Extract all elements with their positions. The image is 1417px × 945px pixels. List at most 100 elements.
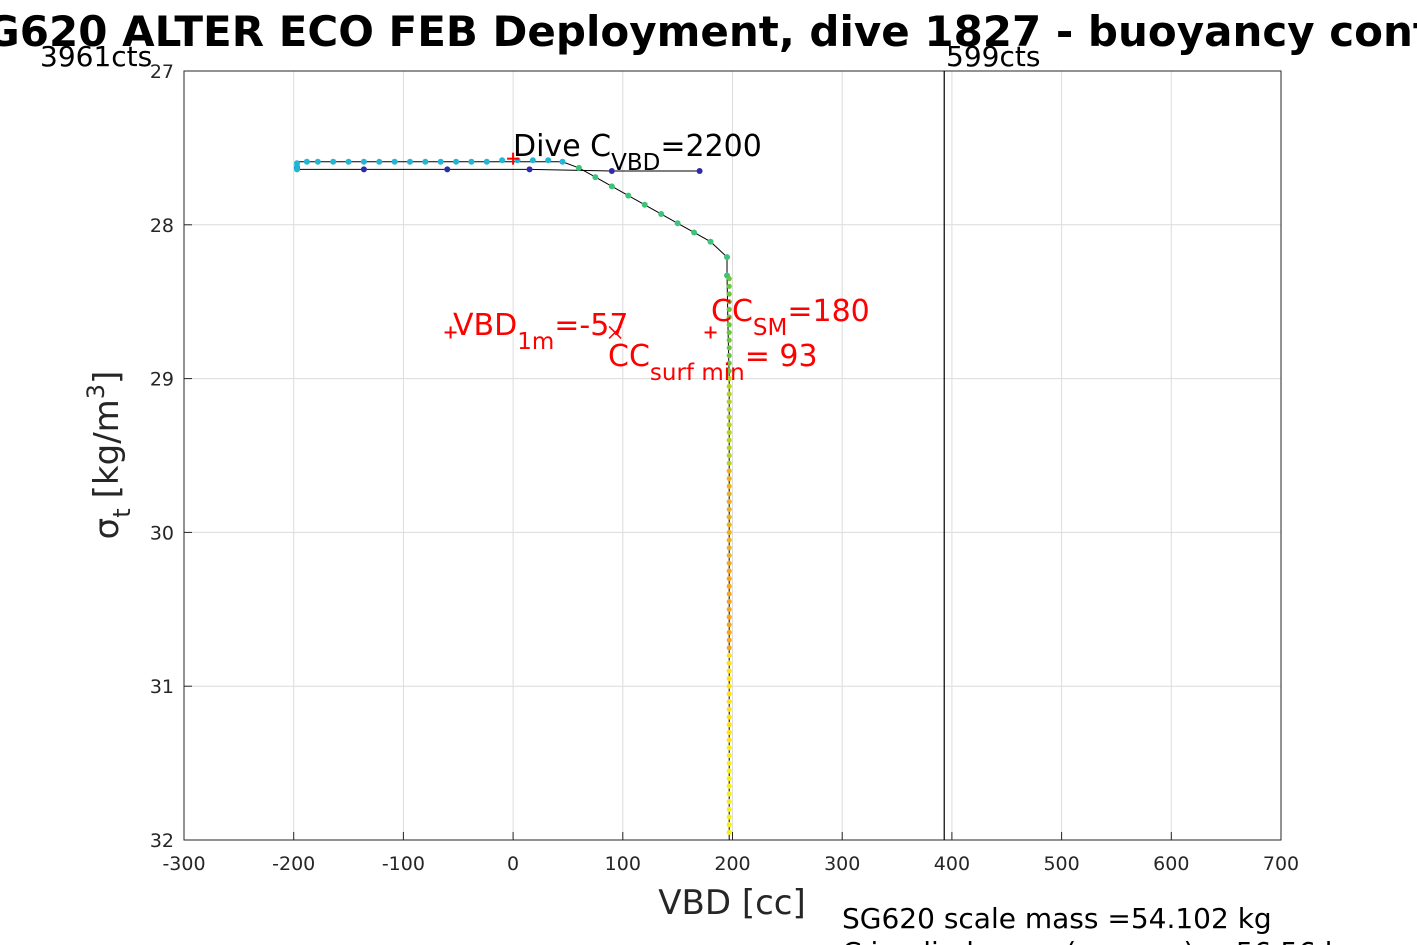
dive-point [330, 158, 337, 165]
dive-point [726, 329, 732, 336]
dive-point [726, 483, 732, 489]
climb-trace-line [296, 168, 700, 172]
dive-point [345, 158, 352, 165]
dive-point [726, 560, 732, 566]
y-axis-label-sup: 3 [82, 384, 110, 399]
dive-point [726, 714, 732, 720]
y-tick-label: 27 [150, 61, 174, 83]
x-tick-label: 200 [714, 853, 750, 875]
dive-point [726, 422, 732, 428]
dive-point [726, 468, 732, 474]
climb-point [526, 166, 533, 173]
x-tick-label: 300 [824, 853, 860, 875]
dive-point [726, 391, 732, 397]
dive-point [726, 698, 732, 705]
dive-point [545, 157, 552, 164]
dive-point [726, 299, 732, 305]
x-tick-label: -200 [272, 853, 315, 875]
x-tick-label: 100 [605, 853, 641, 875]
y-tick-label: 28 [150, 215, 174, 237]
dive-point [483, 158, 490, 165]
dive-point [726, 652, 732, 659]
y-axis-label-close: ] [87, 371, 127, 384]
dive-point [726, 452, 732, 459]
climb-point [608, 167, 615, 174]
y-tick-label: 31 [150, 676, 174, 698]
dive-point [726, 552, 732, 559]
dive-point [726, 614, 732, 620]
dive-point [360, 158, 367, 165]
dive-point [726, 460, 732, 466]
footer-line-1: SG620 scale mass =54.102 kg [842, 902, 1272, 935]
x-tick-label: 700 [1263, 853, 1299, 875]
dive-point [726, 675, 732, 682]
y-axis-label-unit: [kg/m [87, 399, 127, 498]
dive-point [575, 164, 582, 171]
chart-title: SG620 ALTER ECO FEB Deployment, dive 182… [0, 7, 1417, 56]
dive-point [726, 752, 732, 759]
dive-point [726, 475, 732, 482]
dive-point [726, 537, 732, 543]
dive-point [726, 737, 732, 743]
y-axis-label: σt [kg/m3] [82, 371, 136, 540]
climb-point [360, 166, 367, 173]
dive-point [726, 545, 732, 551]
dive-point [726, 591, 732, 597]
dive-point [422, 158, 429, 165]
dive-point [726, 529, 732, 536]
dive-point [726, 437, 732, 443]
dive-point [726, 322, 732, 328]
dive-point [726, 383, 732, 389]
dive-point [559, 158, 566, 165]
climb-point [444, 166, 451, 173]
svg-text:σt[kg/m3]: σt [kg/m3] [82, 371, 136, 540]
annotation-dive-cvbd: Dive CVBD=2200 [513, 129, 762, 176]
x-axis-label: VBD [cc] [658, 883, 806, 923]
x-tick-label: -300 [162, 853, 205, 875]
dive-point [726, 306, 732, 312]
dive-point [726, 822, 732, 828]
dive-point [726, 352, 732, 359]
dive-point [608, 183, 615, 190]
dive-point [726, 760, 732, 766]
data-layer [293, 71, 945, 840]
annotation-cc-surf-min: CCsurf min= 93 [608, 339, 818, 386]
dive-point [691, 229, 698, 236]
dive-point [726, 668, 732, 674]
dive-point [726, 706, 732, 712]
dive-point [726, 499, 732, 505]
dive-point [726, 406, 732, 412]
dive-point [726, 814, 732, 820]
y-axis-label-sub: t [108, 508, 136, 517]
dive-point [726, 414, 732, 420]
climb-point [696, 167, 703, 174]
dive-point [468, 158, 475, 165]
dive-point [726, 491, 732, 497]
dive-point [674, 220, 681, 227]
dive-point [726, 583, 732, 589]
dive-point [707, 238, 714, 245]
dive-point [726, 660, 732, 666]
annotation-vbd-1m: VBD1m=-57 [453, 308, 628, 355]
dive-point [726, 622, 732, 628]
x-tick-label: 600 [1153, 853, 1189, 875]
dive-point [726, 360, 732, 366]
dive-point [658, 211, 665, 218]
dive-point [726, 429, 732, 436]
y-axis-label-symbol: σ [87, 518, 127, 540]
dive-point [726, 791, 732, 797]
dive-point [726, 291, 732, 297]
x-tick-label: 500 [1043, 853, 1079, 875]
axis-ticks: -300 -200 -100 0 100 200 300 400 500 600 700 27 28 29… [150, 61, 1299, 875]
dive-point [726, 691, 732, 697]
dive-point [726, 376, 732, 382]
dive-point [726, 506, 732, 512]
dive-point [726, 637, 732, 643]
dive-point [726, 522, 732, 528]
dive-point [453, 158, 460, 165]
dive-point [592, 174, 599, 181]
dive-point [726, 276, 732, 282]
dive-point [724, 254, 731, 261]
right-counts-label: 599cts [946, 40, 1040, 73]
